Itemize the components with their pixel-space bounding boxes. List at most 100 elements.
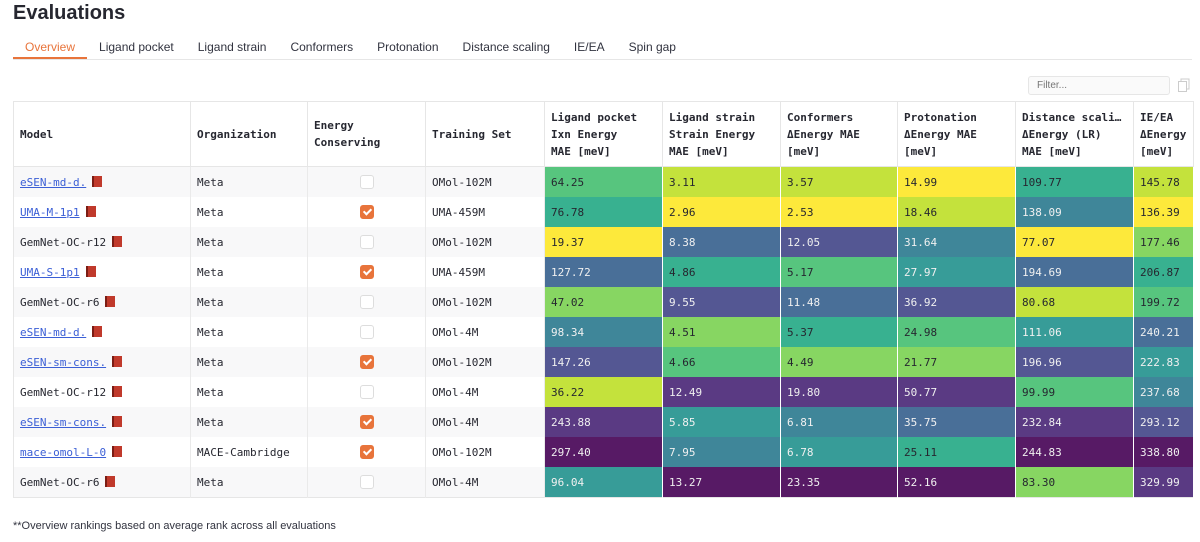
tab-ligand-strain[interactable]: Ligand strain bbox=[197, 40, 267, 54]
book-icon[interactable] bbox=[105, 295, 116, 307]
metric-cell: 76.78 bbox=[544, 197, 663, 227]
model-link[interactable]: eSEN-sm-cons. bbox=[20, 355, 107, 369]
metric-cell: 98.34 bbox=[544, 317, 663, 347]
energy-conserving-checkbox[interactable] bbox=[359, 445, 374, 459]
training-set-cell: OMol-4M bbox=[425, 377, 545, 407]
metric-cell: 4.66 bbox=[662, 347, 781, 377]
training-set-cell: OMol-4M bbox=[425, 407, 545, 437]
organization-cell: Meta bbox=[190, 257, 308, 287]
column-header[interactable]: Protonation ΔEnergy MAE [meV] bbox=[897, 101, 1016, 167]
book-icon[interactable] bbox=[85, 265, 96, 277]
energy-conserving-checkbox[interactable] bbox=[359, 355, 374, 369]
table-row: eSEN-sm-cons. Meta OMol-4M 243.88 5.85 6.81 35… bbox=[13, 407, 1194, 437]
metric-cell: 83.30 bbox=[1015, 467, 1134, 498]
tab-spin-gap[interactable]: Spin gap bbox=[628, 40, 676, 54]
table-row: eSEN-sm-cons. Meta OMol-102M 147.26 4.66 4.49… bbox=[13, 347, 1194, 377]
filter-input[interactable] bbox=[1028, 76, 1170, 95]
model-cell: UMA-S-1p1 bbox=[13, 257, 191, 287]
tab-ligand-pocket[interactable]: Ligand pocket bbox=[99, 40, 174, 54]
metric-cell: 4.49 bbox=[780, 347, 898, 377]
energy-conserving-checkbox[interactable] bbox=[359, 325, 374, 339]
model-cell: UMA-M-1p1 bbox=[13, 197, 191, 227]
energy-conserving-checkbox[interactable] bbox=[359, 235, 374, 249]
book-icon[interactable] bbox=[92, 175, 103, 187]
metric-cell: 147.26 bbox=[544, 347, 663, 377]
metric-cell: 5.37 bbox=[780, 317, 898, 347]
book-icon[interactable] bbox=[112, 355, 123, 367]
column-header[interactable]: Ligand strain Strain Energy MAE [meV] bbox=[662, 101, 781, 167]
model-name: GemNet-OC-r6 bbox=[20, 295, 100, 309]
book-icon[interactable] bbox=[112, 445, 123, 457]
energy-conserving-cell bbox=[307, 197, 426, 227]
metric-cell: 80.68 bbox=[1015, 287, 1134, 317]
organization-cell: Meta bbox=[190, 407, 308, 437]
book-icon[interactable] bbox=[105, 475, 116, 487]
metric-cell: 5.17 bbox=[780, 257, 898, 287]
copy-icon[interactable] bbox=[1177, 78, 1191, 92]
column-header[interactable]: Distance scali… ΔEnergy (LR) MAE [meV] bbox=[1015, 101, 1134, 167]
book-icon[interactable] bbox=[112, 385, 123, 397]
table-row: GemNet-OC-r12 Meta OMol-102M 19.37 8.38 12.05… bbox=[13, 227, 1194, 257]
tab-distance-scaling[interactable]: Distance scaling bbox=[462, 40, 550, 54]
metric-cell: 111.06 bbox=[1015, 317, 1134, 347]
column-header[interactable]: Conformers ΔEnergy MAE [meV] bbox=[780, 101, 898, 167]
book-icon[interactable] bbox=[92, 325, 103, 337]
tab-ie-ea[interactable]: IE/EA bbox=[573, 40, 605, 54]
model-link[interactable]: eSEN-md-d. bbox=[20, 175, 87, 189]
organization-cell: MACE-Cambridge bbox=[190, 437, 308, 467]
column-header[interactable]: IE/EA ΔEnergy [meV] bbox=[1133, 101, 1194, 167]
tab-conformers[interactable]: Conformers bbox=[290, 40, 354, 54]
model-link[interactable]: eSEN-md-d. bbox=[20, 325, 87, 339]
metric-cell: 52.16 bbox=[897, 467, 1016, 498]
metric-cell: 11.48 bbox=[780, 287, 898, 317]
metric-cell: 199.72 bbox=[1133, 287, 1194, 317]
book-icon[interactable] bbox=[112, 235, 123, 247]
model-name: GemNet-OC-r12 bbox=[20, 385, 107, 399]
table-row: UMA-S-1p1 Meta UMA-459M 127.72 4.86 5.17 27.97… bbox=[13, 257, 1194, 287]
evaluations-table: Model Organization Energy Conserving Traini… bbox=[13, 101, 1194, 498]
energy-conserving-cell bbox=[307, 467, 426, 498]
metric-cell: 27.97 bbox=[897, 257, 1016, 287]
column-header[interactable]: Training Set bbox=[425, 101, 545, 167]
training-set-cell: UMA-459M bbox=[425, 197, 545, 227]
energy-conserving-checkbox[interactable] bbox=[359, 265, 374, 279]
tab-protonation[interactable]: Protonation bbox=[377, 40, 439, 54]
metric-cell: 25.11 bbox=[897, 437, 1016, 467]
model-link[interactable]: UMA-S-1p1 bbox=[20, 265, 80, 279]
metric-cell: 194.69 bbox=[1015, 257, 1134, 287]
energy-conserving-checkbox[interactable] bbox=[359, 175, 374, 189]
column-header[interactable]: Energy Conserving bbox=[307, 101, 426, 167]
column-header[interactable]: Ligand pocket Ixn Energy MAE [meV] bbox=[544, 101, 663, 167]
metric-cell: 6.81 bbox=[780, 407, 898, 437]
book-icon[interactable] bbox=[112, 415, 123, 427]
organization-cell: Meta bbox=[190, 166, 308, 197]
energy-conserving-checkbox[interactable] bbox=[359, 385, 374, 399]
metric-cell: 329.99 bbox=[1133, 467, 1194, 498]
model-link[interactable]: UMA-M-1p1 bbox=[20, 205, 80, 219]
book-icon[interactable] bbox=[85, 205, 96, 217]
energy-conserving-checkbox[interactable] bbox=[359, 205, 374, 219]
organization-cell: Meta bbox=[190, 227, 308, 257]
energy-conserving-checkbox[interactable] bbox=[359, 475, 374, 489]
metric-cell: 14.99 bbox=[897, 166, 1016, 197]
metric-cell: 96.04 bbox=[544, 467, 663, 498]
metric-cell: 99.99 bbox=[1015, 377, 1134, 407]
metric-cell: 24.98 bbox=[897, 317, 1016, 347]
energy-conserving-checkbox[interactable] bbox=[359, 295, 374, 309]
metric-cell: 36.92 bbox=[897, 287, 1016, 317]
column-header[interactable]: Organization bbox=[190, 101, 308, 167]
metric-cell: 136.39 bbox=[1133, 197, 1194, 227]
column-header[interactable]: Model bbox=[13, 101, 191, 167]
model-cell: eSEN-sm-cons. bbox=[13, 407, 191, 437]
model-link[interactable]: eSEN-sm-cons. bbox=[20, 415, 107, 429]
metric-cell: 206.87 bbox=[1133, 257, 1194, 287]
metric-cell: 232.84 bbox=[1015, 407, 1134, 437]
metric-cell: 243.88 bbox=[544, 407, 663, 437]
metric-cell: 244.83 bbox=[1015, 437, 1134, 467]
model-link[interactable]: mace-omol-L-0 bbox=[20, 445, 107, 459]
energy-conserving-checkbox[interactable] bbox=[359, 415, 374, 429]
metric-cell: 4.51 bbox=[662, 317, 781, 347]
training-set-cell: OMol-102M bbox=[425, 227, 545, 257]
tab-overview[interactable]: Overview bbox=[13, 38, 88, 59]
metric-cell: 297.40 bbox=[544, 437, 663, 467]
